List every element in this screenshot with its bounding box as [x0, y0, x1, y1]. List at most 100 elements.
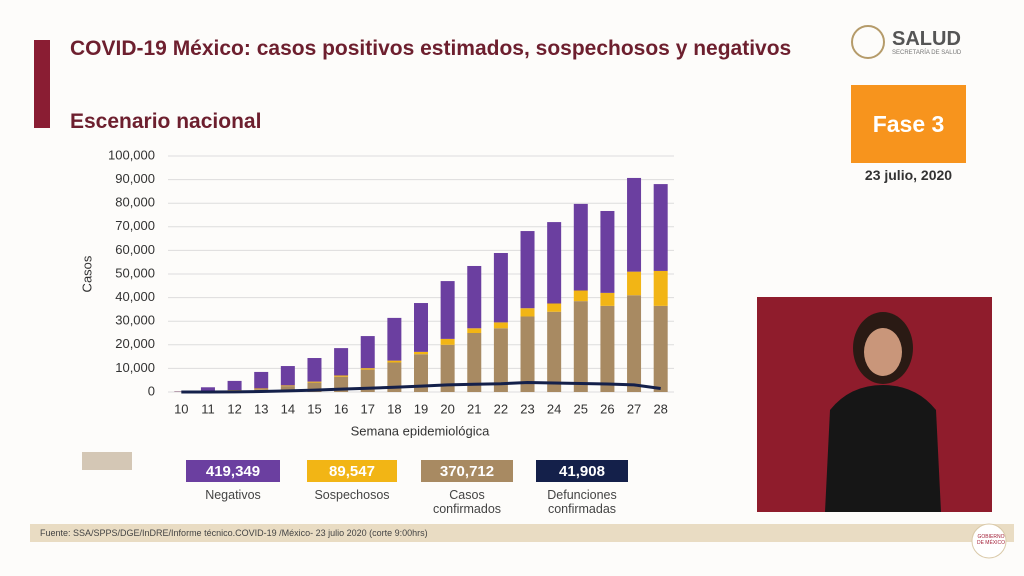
- bar-segment: [493, 322, 508, 329]
- bar-segment: [387, 362, 402, 392]
- title-accent: [34, 40, 50, 128]
- interpreter-face: [864, 328, 902, 376]
- x-tick-label: 16: [334, 401, 348, 416]
- bar-segment: [280, 385, 295, 387]
- bar-segment: [307, 358, 322, 382]
- bar-segment: [280, 366, 295, 386]
- date: 23 julio, 2020: [864, 167, 953, 183]
- x-tick-label: 11: [201, 401, 215, 416]
- x-tick-label: 28: [653, 401, 667, 416]
- x-tick-label: 13: [254, 401, 268, 416]
- bar-segment: [600, 305, 615, 392]
- bar-segment: [334, 348, 349, 376]
- x-axis-title: Semana epidemiológica: [351, 423, 491, 438]
- source-note: Fuente: SSA/SPPS/DGE/InDRE/Informe técni…: [40, 528, 428, 538]
- bar-segment: [573, 290, 588, 302]
- legend-label: Defunciones confirmadas: [547, 488, 617, 516]
- bar-segment: [387, 360, 402, 363]
- legend-label: Casos confirmados: [432, 488, 502, 516]
- subtitle: Escenario nacional: [70, 110, 262, 133]
- bar-segment: [627, 177, 642, 272]
- bar-segment: [414, 303, 428, 352]
- x-tick-label: 25: [574, 401, 588, 416]
- bar-segment: [360, 369, 375, 392]
- bar-segment: [280, 386, 295, 392]
- bar-segment: [600, 210, 615, 293]
- bar-segment: [360, 368, 375, 370]
- y-tick-label: 100,000: [108, 147, 155, 162]
- bar-segment: [254, 388, 269, 390]
- legend-total: 89,547: [307, 460, 397, 482]
- bar-segment: [520, 231, 535, 309]
- bar-segment: [227, 380, 242, 391]
- legend-label: Sospechosos: [314, 488, 390, 502]
- x-tick-label: 27: [627, 401, 641, 416]
- logo-text: SALUD: [892, 28, 961, 50]
- bar-segment: [387, 317, 402, 361]
- footer-logo: GOBIERNO DE MÉXICO: [976, 534, 1006, 546]
- y-tick-label: 30,000: [115, 313, 155, 328]
- bar-segment: [547, 303, 562, 312]
- y-tick-label: 70,000: [115, 218, 155, 233]
- bar-segment: [307, 382, 322, 392]
- legend-total: 41,908: [536, 460, 628, 482]
- line: [181, 381, 661, 394]
- y-tick-label: 60,000: [115, 242, 155, 257]
- y-tick-label: 80,000: [115, 195, 155, 210]
- bar-segment: [653, 184, 668, 271]
- x-tick-label: 20: [440, 401, 454, 416]
- x-tick-label: 10: [174, 401, 188, 416]
- y-tick-label: 90,000: [115, 171, 155, 186]
- bar-segment: [627, 271, 642, 296]
- x-tick-label: 22: [494, 401, 508, 416]
- bar-segment: [200, 387, 215, 392]
- bar-segment: [653, 270, 668, 306]
- bar-segment: [573, 301, 588, 392]
- bar-segment: [493, 252, 508, 323]
- bar-segment: [653, 305, 668, 392]
- bar-segment: [467, 328, 482, 333]
- logo-emblem: [851, 25, 885, 59]
- bar-segment: [520, 316, 535, 392]
- footer-band: [30, 524, 1014, 542]
- y-tick-label: 10,000: [115, 360, 155, 375]
- bar-segment: [547, 222, 562, 304]
- bar-segment: [334, 375, 349, 377]
- y-tick-label: 20,000: [115, 336, 155, 351]
- legend-label: Negativos: [205, 488, 261, 502]
- bar-segment: [520, 308, 535, 317]
- logo-subtext: SECRETARÍA DE SALUD: [892, 50, 962, 56]
- bar-segment: [360, 336, 375, 369]
- title: COVID-19 México: casos positivos estimad…: [70, 37, 792, 60]
- x-tick-label: 23: [520, 401, 534, 416]
- y-tick-label: 40,000: [115, 289, 155, 304]
- bar-segment: [467, 265, 482, 329]
- bar-segment: [307, 381, 322, 383]
- legend-total: 370,712: [421, 460, 513, 482]
- bar-segment: [440, 338, 455, 345]
- phase-badge: Fase 3: [851, 85, 966, 163]
- bar-segment: [493, 328, 508, 392]
- y-tick-label: 0: [148, 383, 155, 398]
- legend-total: 419,349: [186, 460, 280, 482]
- x-tick-label: 18: [387, 401, 401, 416]
- interpreter-body: [825, 385, 941, 512]
- x-tick-label: 26: [600, 401, 614, 416]
- bar-segment: [573, 203, 588, 291]
- x-tick-label: 15: [307, 401, 321, 416]
- bar-segment: [254, 371, 269, 389]
- bar-segment: [467, 333, 482, 392]
- bar-segment: [414, 354, 428, 392]
- x-tick-label: 19: [414, 401, 428, 416]
- x-tick-label: 21: [467, 401, 481, 416]
- bar-segment: [440, 281, 455, 339]
- decor-image: [82, 452, 132, 470]
- y-tick-label: 50,000: [115, 265, 155, 280]
- bar-segment: [414, 351, 428, 355]
- bar-segment: [440, 344, 455, 392]
- footer-logo-circle: [971, 523, 1007, 559]
- bar-segment: [627, 295, 642, 392]
- bar-segment: [600, 292, 615, 306]
